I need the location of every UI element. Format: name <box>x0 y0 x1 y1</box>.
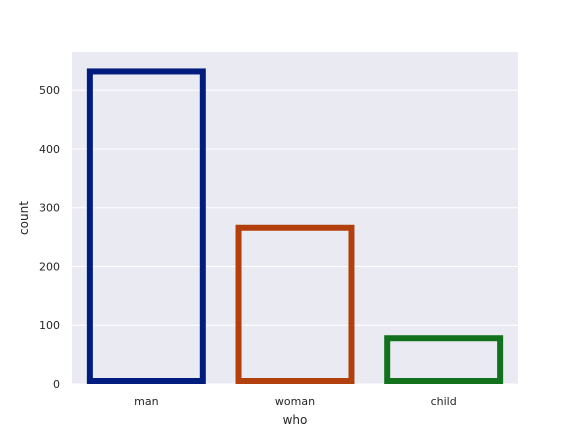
y-tick-label: 100 <box>39 319 60 332</box>
y-tick-label: 400 <box>39 143 60 156</box>
x-tick-label: child <box>431 395 457 408</box>
bars <box>86 68 504 385</box>
x-axis-label: who <box>283 413 308 427</box>
y-tick-label: 200 <box>39 260 60 273</box>
y-axis-ticks: 0 100 200 300 400 500 <box>39 84 60 391</box>
bar-child <box>384 335 504 385</box>
y-tick-label: 300 <box>39 202 60 215</box>
x-tick-label: man <box>134 395 158 408</box>
x-axis-ticks: man woman child <box>134 395 457 408</box>
y-tick-label: 500 <box>39 84 60 97</box>
plot-area <box>72 52 518 384</box>
bar-man <box>86 68 206 384</box>
y-tick-label: 0 <box>53 378 60 391</box>
x-tick-label: woman <box>275 395 315 408</box>
bar-woman <box>235 224 355 384</box>
y-axis-label: count <box>17 201 31 235</box>
